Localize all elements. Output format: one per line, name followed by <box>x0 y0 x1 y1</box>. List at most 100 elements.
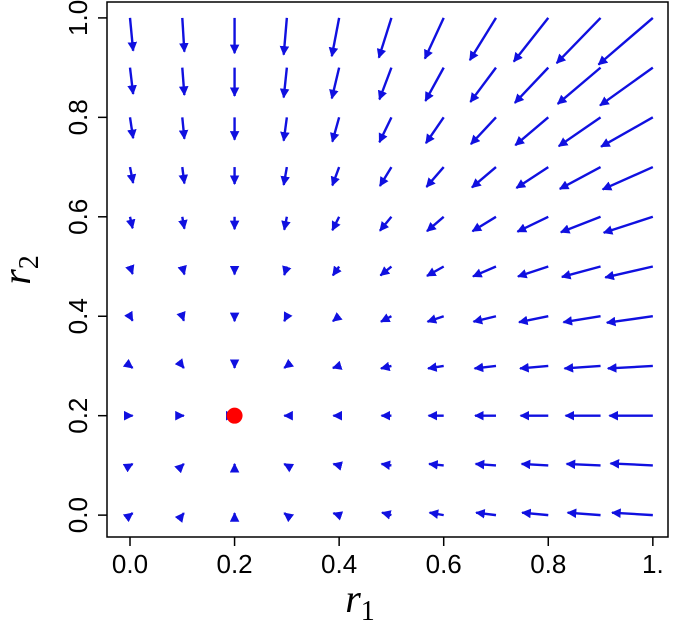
arrow <box>606 363 653 373</box>
arrow <box>427 362 444 372</box>
arrow <box>426 314 445 324</box>
arrow <box>126 166 137 184</box>
arrow <box>332 511 344 521</box>
arrow <box>280 166 290 186</box>
ylabel-sub: 2 <box>14 255 45 269</box>
arrow <box>611 508 653 518</box>
arrow <box>330 117 341 143</box>
arrow <box>563 363 601 373</box>
arrow <box>555 17 602 64</box>
arrow <box>178 117 189 140</box>
arrow <box>565 459 601 470</box>
arrow <box>597 17 654 66</box>
arrow <box>174 512 185 523</box>
arrow <box>468 17 498 61</box>
arrow <box>469 66 497 103</box>
arrow <box>378 166 393 187</box>
arrow <box>174 463 185 474</box>
arrow <box>331 216 341 232</box>
arrow <box>329 67 341 100</box>
arrow <box>332 461 343 471</box>
arrow <box>428 460 444 470</box>
arrow <box>378 216 393 232</box>
arrow <box>178 67 189 96</box>
xlabel-sub: 1 <box>361 596 375 627</box>
arrow <box>518 315 549 326</box>
arrow <box>566 508 601 519</box>
x-tick-label: 0.6 <box>426 549 462 579</box>
arrow <box>279 17 290 56</box>
arrow <box>556 66 602 105</box>
arrow <box>474 459 497 470</box>
y-tick-label: 0.6 <box>63 199 93 235</box>
xlabel-base: r <box>345 576 361 621</box>
arrow <box>558 166 602 191</box>
arrow <box>332 312 343 323</box>
x-tick-label: 1. <box>642 549 664 579</box>
arrow <box>127 117 137 140</box>
arrow <box>513 66 550 104</box>
arrow <box>512 17 550 63</box>
arrow <box>126 216 136 230</box>
equilibrium-point <box>226 407 243 424</box>
arrow <box>378 116 393 144</box>
arrow <box>560 265 601 280</box>
arrow <box>424 67 445 102</box>
arrow <box>174 358 185 369</box>
arrow <box>179 17 189 53</box>
arrow <box>281 216 291 231</box>
arrow <box>127 67 137 95</box>
arrow <box>428 509 444 519</box>
arrow <box>601 165 654 191</box>
arrow <box>600 116 654 148</box>
arrow <box>377 67 393 101</box>
arrow <box>283 358 295 369</box>
arrow <box>515 166 549 189</box>
arrow <box>604 265 654 281</box>
arrow <box>379 265 393 277</box>
y-tick-label: 0.0 <box>63 497 93 533</box>
arrow <box>280 117 290 142</box>
arrow <box>380 313 392 323</box>
arrow <box>177 264 187 276</box>
arrow <box>282 265 292 276</box>
arrow <box>122 462 134 473</box>
arrow <box>472 265 497 278</box>
arrow <box>376 17 393 59</box>
ylabel: r2 <box>0 255 45 285</box>
arrow <box>520 459 549 470</box>
arrow <box>557 116 602 148</box>
arrow <box>125 264 135 275</box>
arrow <box>283 311 293 323</box>
arrow <box>426 265 445 278</box>
arrow <box>330 166 341 187</box>
arrow <box>176 310 186 322</box>
arrow <box>562 315 601 326</box>
arrow <box>331 265 342 277</box>
arrow <box>423 17 445 60</box>
arrow <box>380 361 392 372</box>
arrow <box>328 17 341 58</box>
arrow <box>516 215 549 233</box>
arrow <box>127 17 138 52</box>
arrow <box>605 315 654 327</box>
x-tick-label: 0.4 <box>321 549 357 579</box>
arrow <box>559 215 601 234</box>
y-tick-label: 0.4 <box>63 298 93 334</box>
arrow <box>521 508 549 519</box>
arrow <box>331 360 343 370</box>
arrow <box>380 460 392 470</box>
y-tick-label: 0.8 <box>63 99 93 135</box>
arrow <box>381 510 392 520</box>
x-tick-label: 0.8 <box>530 549 566 579</box>
xlabel: r1 <box>345 576 375 627</box>
arrow <box>122 358 134 369</box>
arrow <box>514 116 550 147</box>
arrow <box>472 315 497 325</box>
arrow <box>471 215 497 233</box>
arrow <box>178 166 189 185</box>
y-tick-label: 1.0 <box>63 0 93 36</box>
arrow <box>470 116 497 146</box>
arrow <box>178 216 188 230</box>
arrow <box>609 459 653 469</box>
